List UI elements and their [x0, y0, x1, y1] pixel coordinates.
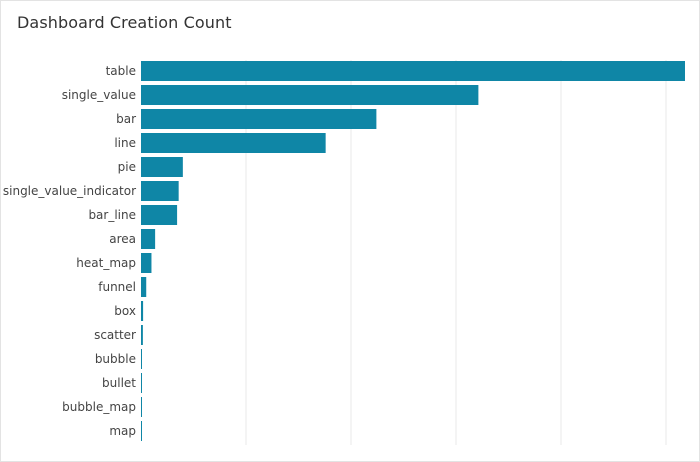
category-label-line: line	[114, 136, 136, 150]
bar-table[interactable]	[141, 61, 685, 81]
bar-pie[interactable]	[141, 157, 183, 177]
category-label-map: map	[109, 424, 136, 438]
bar-single_value[interactable]	[141, 85, 479, 105]
bar-line[interactable]	[141, 133, 326, 153]
category-label-bar_line: bar_line	[88, 208, 136, 222]
category-label-pie: pie	[118, 160, 136, 174]
bar-bubble_map[interactable]	[141, 397, 142, 417]
category-label-scatter: scatter	[94, 328, 136, 342]
bar-bar[interactable]	[141, 109, 377, 129]
category-label-area: area	[109, 232, 136, 246]
bar-funnel[interactable]	[141, 277, 147, 297]
category-label-bubble_map: bubble_map	[62, 400, 136, 414]
category-label-bubble: bubble	[95, 352, 136, 366]
bar-bubble[interactable]	[141, 349, 142, 369]
category-label-bar: bar	[116, 112, 136, 126]
chart-title: Dashboard Creation Count	[17, 13, 232, 32]
bar-area[interactable]	[141, 229, 156, 249]
bar-box[interactable]	[141, 301, 144, 321]
category-label-funnel: funnel	[98, 280, 136, 294]
category-label-box: box	[114, 304, 136, 318]
category-label-single_value_indicator: single_value_indicator	[3, 184, 136, 198]
bar-bar_line[interactable]	[141, 205, 178, 225]
bar-single_value_indicator[interactable]	[141, 181, 179, 201]
category-label-bullet: bullet	[102, 376, 136, 390]
bar-bullet[interactable]	[141, 373, 142, 393]
bar-scatter[interactable]	[141, 325, 143, 345]
bar-heat_map[interactable]	[141, 253, 152, 273]
bar-map[interactable]	[141, 421, 142, 441]
category-label-single_value: single_value	[62, 88, 136, 102]
category-label-heat_map: heat_map	[76, 256, 136, 270]
bar-group	[141, 61, 685, 441]
category-label-table: table	[106, 64, 136, 78]
